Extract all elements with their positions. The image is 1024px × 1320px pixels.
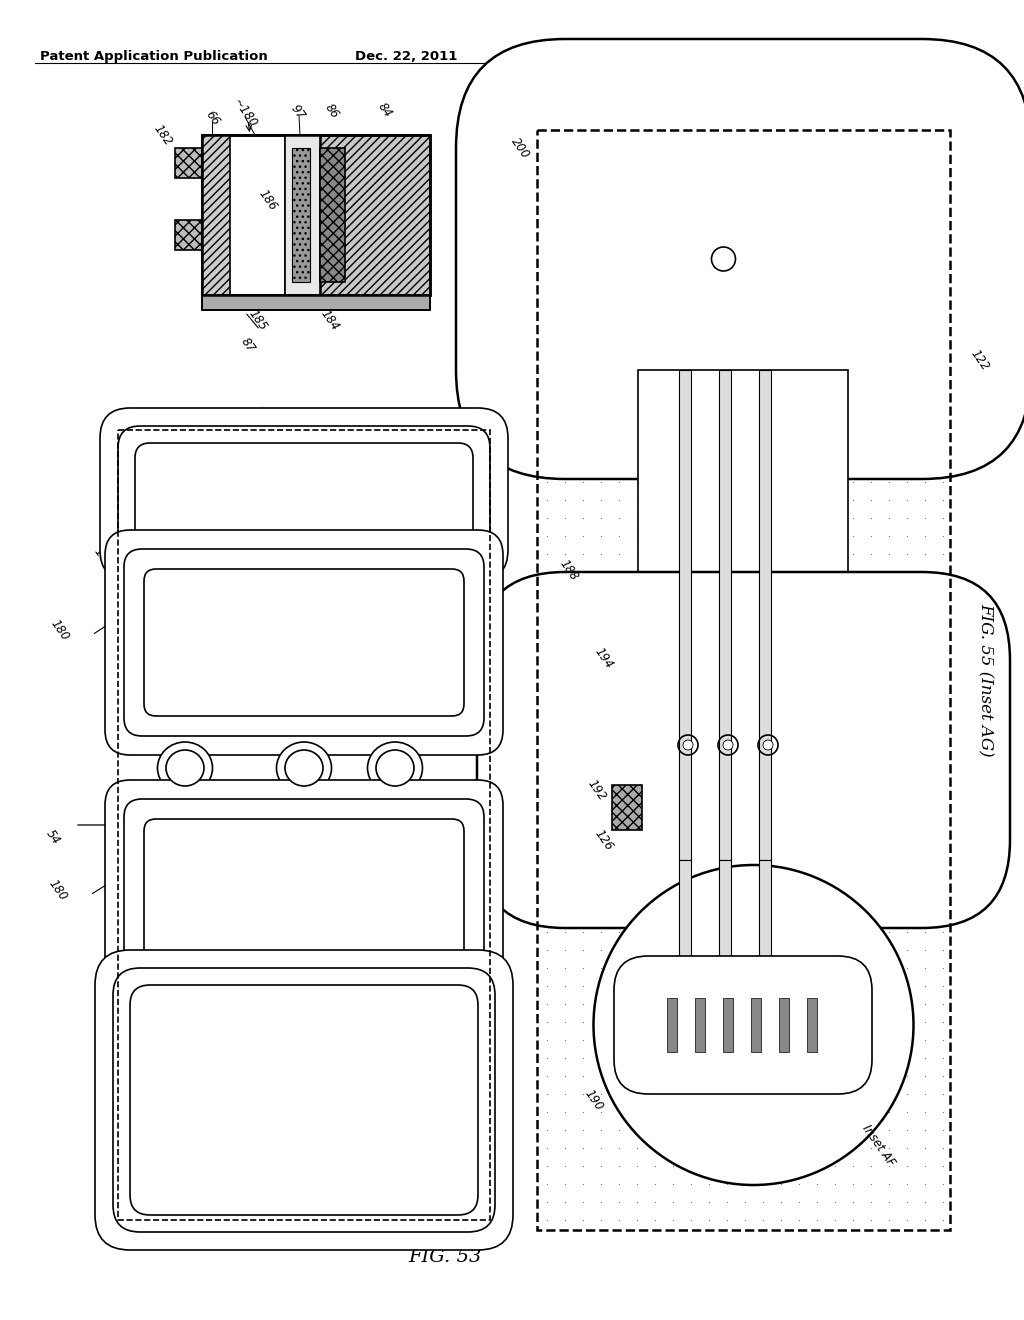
Text: 84: 84 [376, 100, 394, 120]
Polygon shape [175, 148, 202, 178]
Polygon shape [612, 785, 642, 830]
Polygon shape [807, 998, 817, 1052]
FancyBboxPatch shape [135, 444, 473, 545]
Text: 54: 54 [44, 828, 63, 847]
FancyBboxPatch shape [95, 950, 513, 1250]
FancyBboxPatch shape [144, 818, 464, 966]
Polygon shape [319, 135, 430, 294]
Text: 186: 186 [256, 187, 280, 213]
Text: 190: 190 [582, 1088, 605, 1113]
Text: 192: 192 [585, 777, 608, 803]
Text: 87: 87 [239, 335, 258, 355]
Ellipse shape [376, 750, 414, 785]
Text: ~180: ~180 [230, 96, 260, 129]
Circle shape [683, 741, 693, 750]
Polygon shape [667, 998, 677, 1052]
Polygon shape [292, 148, 310, 282]
Polygon shape [751, 998, 761, 1052]
FancyBboxPatch shape [124, 799, 484, 986]
Polygon shape [202, 135, 230, 294]
Polygon shape [202, 294, 430, 310]
FancyBboxPatch shape [144, 569, 464, 715]
Text: 200: 200 [509, 135, 532, 161]
Polygon shape [175, 220, 202, 249]
FancyBboxPatch shape [118, 426, 490, 562]
Text: 180: 180 [48, 616, 72, 643]
Ellipse shape [166, 750, 204, 785]
Text: 188: 188 [557, 557, 581, 583]
Text: ~136: ~136 [244, 876, 272, 909]
Ellipse shape [368, 742, 423, 795]
FancyBboxPatch shape [477, 572, 1010, 928]
Text: Dec. 22, 2011: Dec. 22, 2011 [355, 50, 458, 63]
FancyBboxPatch shape [105, 780, 503, 1005]
Polygon shape [779, 998, 790, 1052]
Text: FIG. 55 (Inset AG): FIG. 55 (Inset AG) [977, 603, 993, 756]
Text: 182: 182 [500, 812, 523, 838]
Circle shape [763, 741, 773, 750]
Polygon shape [719, 370, 731, 861]
Text: 184: 184 [318, 308, 342, 333]
Text: 175: 175 [250, 404, 273, 430]
Text: 54: 54 [530, 828, 549, 847]
Text: 175: 175 [250, 1222, 273, 1247]
Polygon shape [759, 861, 771, 1071]
Polygon shape [638, 370, 848, 861]
Text: 126: 126 [592, 828, 615, 853]
Polygon shape [285, 135, 319, 294]
Circle shape [594, 865, 913, 1185]
Text: 194: 194 [592, 645, 615, 671]
Polygon shape [695, 998, 705, 1052]
Ellipse shape [276, 742, 332, 795]
Polygon shape [723, 998, 733, 1052]
Text: 186: 186 [500, 597, 523, 623]
Text: 122: 122 [968, 347, 991, 374]
FancyBboxPatch shape [456, 40, 1024, 479]
Ellipse shape [285, 750, 323, 785]
FancyBboxPatch shape [113, 968, 495, 1232]
Polygon shape [319, 148, 345, 282]
Polygon shape [679, 370, 691, 861]
Ellipse shape [158, 742, 213, 795]
Polygon shape [202, 135, 285, 294]
Polygon shape [719, 861, 731, 1071]
FancyBboxPatch shape [130, 985, 478, 1214]
Text: Sheet 38 of 107: Sheet 38 of 107 [548, 50, 667, 63]
Polygon shape [759, 370, 771, 861]
Text: 86: 86 [323, 102, 342, 121]
Text: 66: 66 [203, 108, 221, 128]
FancyBboxPatch shape [614, 956, 872, 1094]
Text: Patent Application Publication: Patent Application Publication [40, 50, 267, 63]
Text: 185: 185 [246, 308, 269, 333]
Polygon shape [679, 861, 691, 1071]
Text: US 2011/0312537 A1: US 2011/0312537 A1 [720, 50, 874, 63]
Circle shape [723, 741, 733, 750]
Text: 97: 97 [289, 102, 307, 121]
Text: 182: 182 [152, 121, 175, 148]
Text: ~136: ~136 [244, 623, 272, 657]
Text: FIG. 53: FIG. 53 [409, 1247, 481, 1266]
FancyBboxPatch shape [124, 549, 484, 737]
FancyBboxPatch shape [105, 531, 503, 755]
Text: Inset AF: Inset AF [860, 1122, 898, 1168]
FancyBboxPatch shape [100, 408, 508, 579]
Text: 182: 182 [91, 545, 115, 572]
Text: 180: 180 [46, 876, 70, 903]
Text: FIG. 54: FIG. 54 [455, 216, 528, 234]
